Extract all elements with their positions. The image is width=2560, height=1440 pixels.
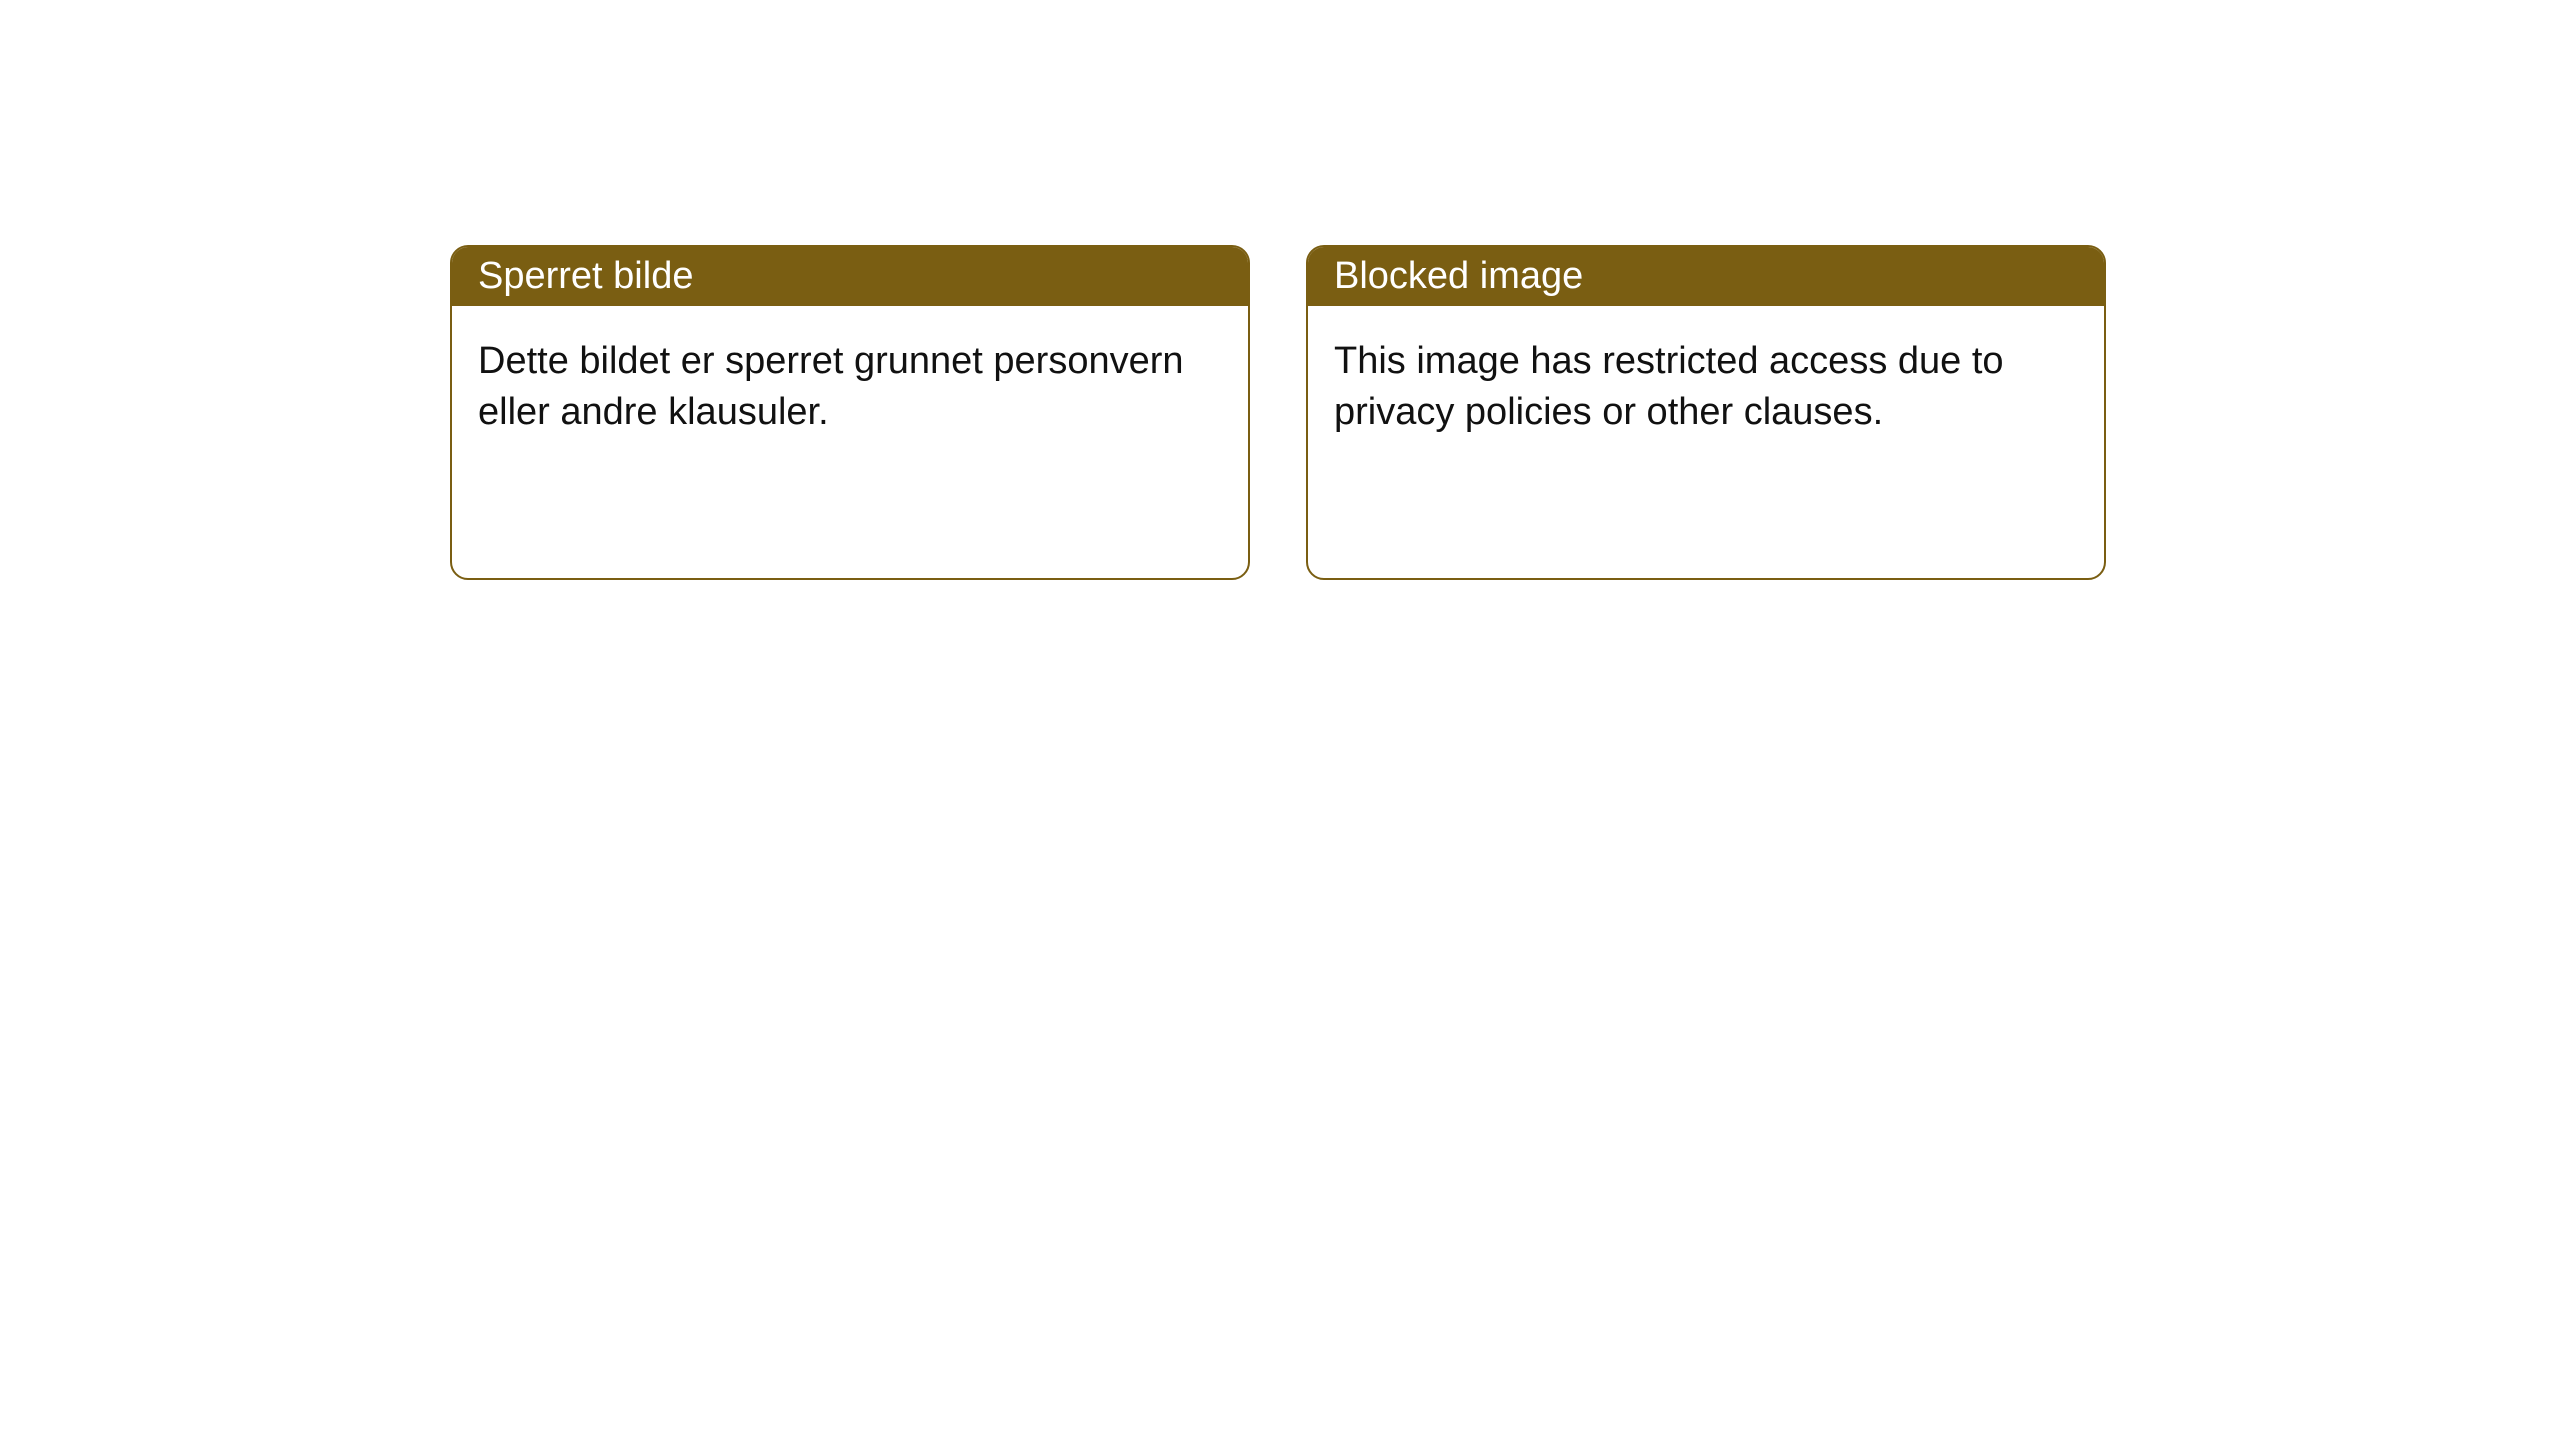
card-body: This image has restricted access due to … bbox=[1308, 306, 2104, 469]
card-body: Dette bildet er sperret grunnet personve… bbox=[452, 306, 1248, 469]
blocked-image-card-en: Blocked image This image has restricted … bbox=[1306, 245, 2106, 580]
card-title: Sperret bilde bbox=[452, 247, 1248, 306]
card-title: Blocked image bbox=[1308, 247, 2104, 306]
card-container: Sperret bilde Dette bildet er sperret gr… bbox=[0, 0, 2560, 580]
blocked-image-card-no: Sperret bilde Dette bildet er sperret gr… bbox=[450, 245, 1250, 580]
